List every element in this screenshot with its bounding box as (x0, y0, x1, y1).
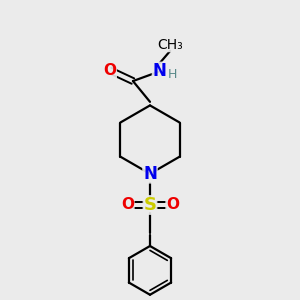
Text: O: O (121, 197, 134, 212)
Text: N: N (143, 165, 157, 183)
Text: O: O (166, 197, 179, 212)
Text: CH₃: CH₃ (157, 38, 183, 52)
Text: N: N (152, 62, 167, 80)
Text: O: O (103, 63, 117, 78)
Text: H: H (167, 68, 177, 81)
Text: S: S (143, 196, 157, 214)
